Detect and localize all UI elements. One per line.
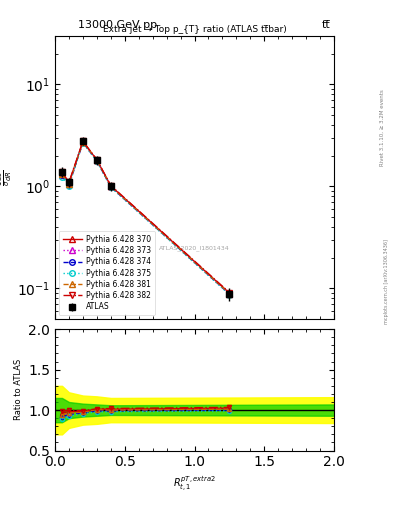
Pythia 6.428 373 bbox=[227, 290, 232, 296]
Pythia 6.428 373 bbox=[95, 157, 99, 163]
Line: Pythia 6.428 381: Pythia 6.428 381 bbox=[59, 139, 232, 296]
Line: Pythia 6.428 375: Pythia 6.428 375 bbox=[59, 140, 232, 297]
Pythia 6.428 382 bbox=[95, 157, 99, 163]
Line: Pythia 6.428 374: Pythia 6.428 374 bbox=[59, 140, 232, 297]
Pythia 6.428 381 bbox=[227, 290, 232, 296]
Pythia 6.428 382 bbox=[67, 179, 72, 185]
Pythia 6.428 375 bbox=[95, 158, 99, 164]
Line: Pythia 6.428 382: Pythia 6.428 382 bbox=[59, 138, 232, 295]
Pythia 6.428 375 bbox=[227, 291, 232, 297]
Pythia 6.428 382 bbox=[108, 182, 113, 188]
Line: Pythia 6.428 370: Pythia 6.428 370 bbox=[59, 139, 232, 296]
Pythia 6.428 381 bbox=[60, 171, 64, 177]
Pythia 6.428 381 bbox=[67, 181, 72, 187]
Pythia 6.428 373 bbox=[81, 139, 85, 145]
Title: Extra jet → Top p_{T} ratio (ATLAS tt̅bar): Extra jet → Top p_{T} ratio (ATLAS tt̅ba… bbox=[103, 25, 286, 34]
Y-axis label: $\frac{1}{\sigma}\frac{d\sigma}{dR}$: $\frac{1}{\sigma}\frac{d\sigma}{dR}$ bbox=[0, 169, 14, 186]
Line: Pythia 6.428 373: Pythia 6.428 373 bbox=[59, 139, 232, 296]
Pythia 6.428 381 bbox=[108, 183, 113, 189]
Text: 13000 GeV pp: 13000 GeV pp bbox=[78, 20, 158, 31]
Text: tt̅: tt̅ bbox=[321, 20, 330, 31]
Pythia 6.428 370 bbox=[67, 180, 72, 186]
Pythia 6.428 374 bbox=[60, 173, 64, 179]
Pythia 6.428 375 bbox=[81, 140, 85, 146]
Pythia 6.428 375 bbox=[60, 174, 64, 180]
Pythia 6.428 373 bbox=[60, 172, 64, 178]
Pythia 6.428 373 bbox=[108, 183, 113, 189]
Text: mcplots.cern.ch [arXiv:1306.3436]: mcplots.cern.ch [arXiv:1306.3436] bbox=[384, 239, 389, 324]
Pythia 6.428 375 bbox=[67, 182, 72, 188]
Y-axis label: Ratio to ATLAS: Ratio to ATLAS bbox=[14, 359, 23, 420]
Pythia 6.428 374 bbox=[227, 291, 232, 297]
Pythia 6.428 381 bbox=[81, 139, 85, 145]
Pythia 6.428 370 bbox=[108, 183, 113, 189]
Pythia 6.428 374 bbox=[67, 182, 72, 188]
Legend: Pythia 6.428 370, Pythia 6.428 373, Pythia 6.428 374, Pythia 6.428 375, Pythia 6: Pythia 6.428 370, Pythia 6.428 373, Pyth… bbox=[59, 231, 154, 315]
Pythia 6.428 373 bbox=[67, 181, 72, 187]
Pythia 6.428 370 bbox=[81, 139, 85, 145]
Pythia 6.428 381 bbox=[95, 157, 99, 163]
Text: ATLAS_2020_I1801434: ATLAS_2020_I1801434 bbox=[159, 245, 230, 251]
Pythia 6.428 374 bbox=[81, 139, 85, 145]
Pythia 6.428 375 bbox=[108, 184, 113, 190]
Pythia 6.428 382 bbox=[60, 169, 64, 175]
X-axis label: $R_{t,1}^{pT,extra2}$: $R_{t,1}^{pT,extra2}$ bbox=[173, 475, 216, 494]
Pythia 6.428 370 bbox=[60, 170, 64, 176]
Pythia 6.428 374 bbox=[108, 184, 113, 190]
Pythia 6.428 370 bbox=[227, 290, 232, 296]
Pythia 6.428 382 bbox=[227, 289, 232, 295]
Pythia 6.428 374 bbox=[95, 158, 99, 164]
Pythia 6.428 370 bbox=[95, 157, 99, 163]
Pythia 6.428 382 bbox=[81, 138, 85, 144]
Text: Rivet 3.1.10, ≥ 3.2M events: Rivet 3.1.10, ≥ 3.2M events bbox=[380, 90, 385, 166]
